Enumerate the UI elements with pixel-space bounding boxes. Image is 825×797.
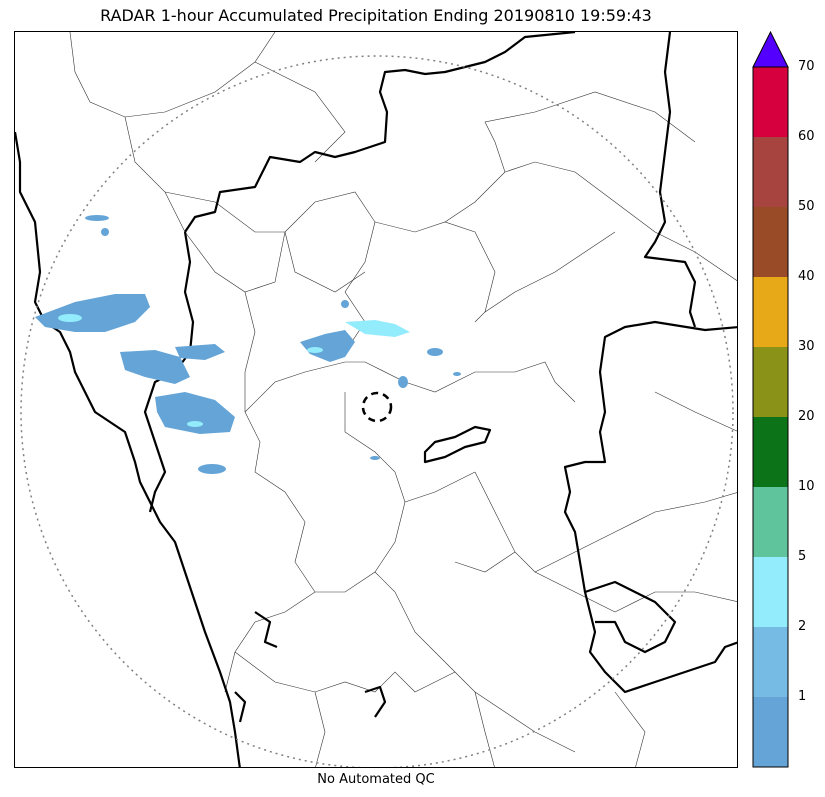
colorbar-segment: [753, 417, 788, 487]
colorbar-extend-triangle: [752, 31, 789, 68]
colorbar-tick-label: 60: [798, 129, 815, 144]
colorbar-segment: [753, 697, 788, 767]
map-title: RADAR 1-hour Accumulated Precipitation E…: [100, 6, 652, 25]
precip-cell: [120, 350, 190, 384]
colorbar-segment: [753, 347, 788, 417]
precipitation-colorbar: [752, 31, 789, 768]
colorbar-tick-label: 70: [798, 59, 815, 74]
precip-cell: [453, 372, 461, 376]
precip-cell: [398, 376, 408, 388]
colorbar-segment: [753, 557, 788, 627]
colorbar-segment: [753, 627, 788, 697]
precip-cell: [370, 456, 380, 460]
colorbar-outline: [752, 66, 789, 768]
colorbar-tick-label: 2: [798, 619, 807, 634]
colorbar-tick-label: 50: [798, 199, 815, 214]
qc-note: No Automated QC: [317, 772, 435, 787]
precip-cell: [58, 314, 82, 322]
precip-cell: [341, 300, 349, 308]
colorbar-segment: [753, 137, 788, 207]
precip-cell: [175, 344, 225, 360]
precip-cell: [85, 215, 109, 221]
colorbar-tick-label: 20: [798, 409, 815, 424]
colorbar-segment: [753, 207, 788, 277]
colorbar-tick-label: 1: [798, 689, 807, 704]
precip-cell: [101, 228, 109, 236]
precip-cell: [307, 347, 323, 353]
precip-cell: [427, 348, 443, 356]
precipitation-echoes: [35, 215, 461, 474]
colorbar-tick-label: 30: [798, 339, 815, 354]
district-boundaries: [69, 32, 737, 767]
colorbar-tick-label: 40: [798, 269, 815, 284]
precip-cell: [155, 392, 235, 434]
map-canvas: [15, 32, 737, 767]
state-boundaries: [15, 32, 737, 767]
colorbar-segment: [753, 277, 788, 347]
colorbar-segment: [753, 487, 788, 557]
precip-cell: [345, 320, 410, 337]
precip-cell: [198, 464, 226, 474]
precip-cell: [35, 294, 150, 332]
range-ring: [20, 55, 734, 767]
colorbar-tick-label: 5: [798, 549, 807, 564]
colorbar-segment: [753, 67, 788, 137]
colorbar-tick-label: 10: [798, 479, 815, 494]
radar-location-marker: [361, 391, 393, 423]
precip-cell: [300, 330, 355, 362]
precip-cell: [187, 421, 203, 427]
radar-map[interactable]: [14, 31, 738, 768]
